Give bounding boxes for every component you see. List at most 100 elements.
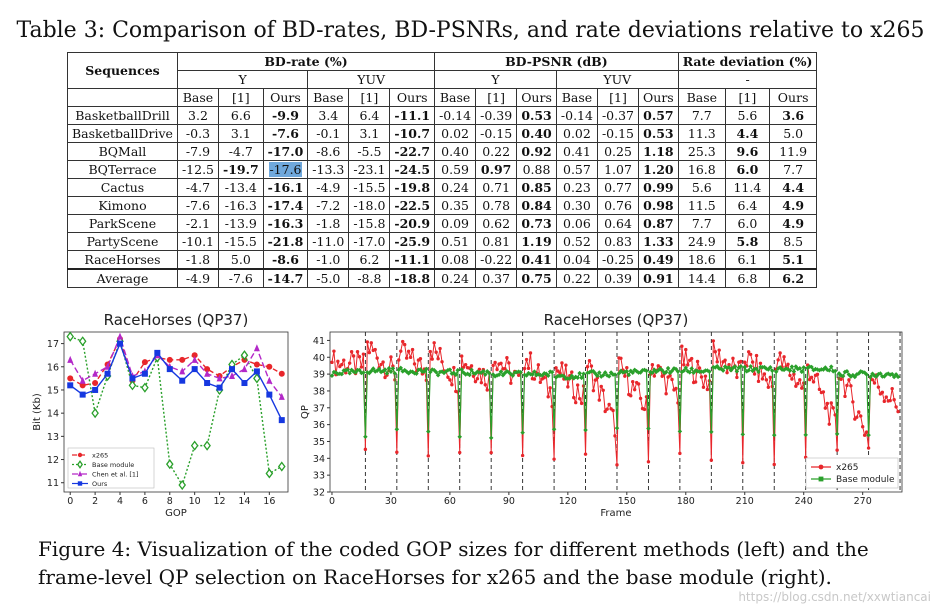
legend-label: x265	[92, 452, 108, 460]
data-point	[204, 369, 211, 377]
data-point	[179, 367, 186, 375]
data-point	[278, 417, 285, 424]
y-tick-label: 14	[47, 409, 59, 420]
data-point	[859, 414, 863, 418]
table-cell: 16.8	[677, 160, 726, 179]
data-point	[748, 364, 753, 369]
data-point	[509, 381, 513, 385]
data-point	[574, 400, 578, 405]
table-cell: 0.92	[516, 142, 557, 161]
data-point	[709, 429, 714, 435]
header-row-3: Base [1] Ours Base [1] Ours Base [1] Ours Base [1]…	[67, 88, 818, 107]
data-point	[674, 386, 678, 391]
data-point	[253, 368, 260, 375]
data-point	[336, 359, 340, 364]
header-ratedev-dash: -	[677, 70, 818, 89]
data-point	[438, 346, 442, 351]
x-tick-label: 10	[189, 496, 201, 507]
data-point	[664, 392, 668, 396]
table-cell: -22.5	[389, 196, 436, 215]
data-point	[463, 362, 468, 367]
data-point	[689, 356, 694, 361]
data-point	[815, 372, 820, 377]
data-point	[479, 380, 484, 385]
plot-frame	[329, 331, 903, 493]
header-bdrate-yuv: YUV	[307, 70, 436, 89]
table-cell: 0.39	[596, 268, 640, 288]
data-point	[401, 339, 405, 344]
data-point	[855, 415, 859, 419]
table-cell: 0.40	[516, 124, 557, 143]
data-point	[665, 365, 671, 371]
data-point	[807, 377, 812, 382]
y-tick-label: 32	[313, 488, 325, 499]
table-cell: -1.0	[307, 250, 350, 270]
data-point	[266, 363, 273, 370]
table-cell: 0.53	[516, 106, 557, 125]
data-point	[746, 350, 751, 354]
data-point	[809, 375, 814, 380]
data-point	[440, 360, 444, 364]
data-point	[701, 385, 706, 389]
table-cell: 5.0	[768, 124, 818, 143]
data-point	[430, 357, 434, 361]
data-point	[725, 370, 729, 375]
data-point	[67, 375, 74, 382]
header-base: Base	[176, 88, 220, 107]
x-axis-label: Frame	[600, 508, 631, 518]
x-tick-label: 6	[142, 496, 148, 507]
table-cell: -7.6	[262, 124, 309, 143]
table-cell: 0.53	[638, 124, 679, 143]
y-tick-label: 34	[313, 454, 325, 465]
table-cell: -4.7	[218, 142, 264, 161]
data-point	[390, 366, 396, 371]
data-point	[709, 458, 714, 462]
data-point	[426, 454, 430, 458]
table-cell: -16.1	[262, 178, 309, 197]
header-sequences: Sequences	[67, 52, 178, 89]
data-point	[713, 349, 717, 354]
data-point	[79, 391, 86, 398]
table-row: BQTerrace -12.5 -19.7 -17.6 -13.3 -23.1 -24.5 0…	[67, 160, 818, 179]
y-tick-label: 40	[313, 353, 325, 364]
data-point	[684, 347, 688, 352]
data-point	[862, 433, 867, 437]
data-point	[828, 364, 834, 369]
table-cell: 0.99	[638, 178, 679, 197]
table-cell: 0.22	[475, 142, 518, 161]
table-cell: -24.5	[389, 160, 436, 179]
table-cell: 6.0	[724, 214, 770, 233]
table-cell: -0.1	[307, 124, 350, 143]
data-point	[717, 348, 721, 352]
sequence-name: BQTerrace	[67, 160, 178, 179]
data-point	[723, 358, 727, 362]
data-point	[538, 380, 543, 385]
data-point	[742, 364, 748, 370]
data-point	[591, 388, 596, 393]
table-cell: -23.1	[348, 160, 391, 179]
table-cell: -7.9	[176, 142, 220, 161]
table-cell: -19.7	[218, 160, 264, 179]
data-point	[77, 460, 83, 469]
table-cell: 0.37	[475, 268, 518, 288]
header-base: Base	[677, 88, 726, 107]
table-cell: -15.5	[348, 178, 391, 197]
data-point	[597, 398, 601, 402]
table-row: RaceHorses -1.8 5.0 -8.6 -1.0 6.2 -11.1 0.08 -0.…	[67, 250, 818, 270]
data-point	[593, 378, 598, 382]
legend-label: x265	[836, 463, 859, 473]
table-row: PartyScene -10.1 -15.5 -21.8 -11.0 -17.0 -25.9…	[67, 232, 818, 251]
data-point	[361, 352, 366, 356]
legend-label: Ours	[92, 480, 108, 488]
sequence-name: PartyScene	[67, 232, 178, 251]
table-cell: 11.4	[724, 178, 770, 197]
data-point	[872, 381, 877, 385]
data-point	[894, 405, 898, 409]
data-point	[397, 358, 401, 362]
data-point	[391, 364, 395, 368]
header-ref: [1]	[475, 88, 518, 107]
header-row-1: Sequences BD-rate (%) BD-PSNR (dB) Rate …	[67, 52, 818, 89]
table-cell: 6.6	[218, 106, 264, 125]
data-point	[829, 401, 833, 405]
data-point	[615, 463, 619, 467]
